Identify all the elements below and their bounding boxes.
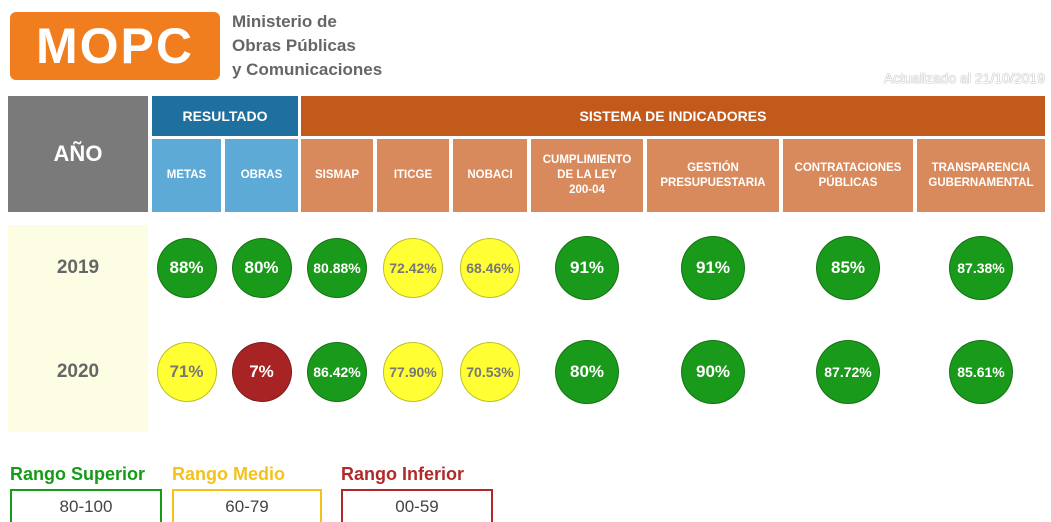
column-header-line: CONTRATACIONES — [794, 161, 902, 174]
column-header: NOBACI — [453, 139, 527, 212]
column-header: CUMPLIMIENTO DE LA LEY 200-04 — [531, 139, 643, 212]
legend-range: 60-79 — [172, 489, 322, 522]
ministry-line: Obras Públicas — [232, 36, 356, 55]
column-header-line: TRANSPARENCIA — [931, 161, 1031, 174]
column-header-line: GESTIÓN — [687, 161, 739, 174]
logo: MOPC — [10, 12, 220, 80]
legend-title: Rango Inferior — [341, 464, 465, 484]
score-circle: 91% — [555, 236, 619, 300]
column-header-line: 200-04 — [569, 184, 605, 196]
score-circle: 80% — [555, 340, 619, 404]
year: 2019 — [56, 257, 100, 278]
column-header-line: PÚBLICAS — [818, 176, 878, 189]
column-header: TRANSPARENCIA GUBERNAMENTAL — [917, 139, 1045, 212]
column-header-line: NOBACI — [467, 169, 513, 181]
group-header: RESULTADO — [152, 96, 298, 136]
legend-range: 80-100 — [10, 489, 162, 522]
column-header-line: ITICGE — [393, 169, 433, 181]
year: 2020 — [56, 361, 100, 382]
column-header-line: GUBERNAMENTAL — [928, 176, 1034, 189]
column-header: OBRAS — [225, 139, 298, 212]
year-header: AÑO — [8, 96, 148, 212]
score-circle: 77.90% — [383, 342, 443, 402]
score-circle: 90% — [681, 340, 745, 404]
column-header: ITICGE — [377, 139, 449, 212]
score-circle: 7% — [231, 342, 292, 402]
score-circle: 71% — [156, 342, 217, 402]
score-circle: 72.42% — [383, 238, 443, 298]
column-header: SISMAP — [301, 139, 373, 212]
score-circle: 87.72% — [816, 340, 880, 404]
ministry-line: y Comunicaciones — [232, 60, 383, 79]
score-circle: 87.38% — [949, 236, 1013, 300]
column-header-line: DE LA LEY — [557, 169, 617, 181]
ministry-line: Ministerio de — [232, 12, 337, 31]
score-circle: 85% — [816, 236, 880, 300]
legend-title: Rango Superior — [10, 464, 146, 484]
score-circle: 68.46% — [460, 238, 520, 298]
column-header: GESTIÓN PRESUPUESTARIA — [647, 139, 779, 212]
updated: Actualizado al 21/10/2019 — [883, 70, 1045, 86]
score-circle: 70.53% — [460, 342, 520, 402]
score-circle: 86.42% — [307, 342, 367, 402]
score-circle: 85.61% — [949, 340, 1013, 404]
column-header-line: SISMAP — [314, 169, 360, 181]
column-header-line: METAS — [166, 169, 207, 181]
score-circle: 88% — [156, 238, 217, 298]
column-header: METAS — [152, 139, 221, 212]
legend-title: Rango Medio — [172, 464, 285, 484]
legend-range: 00-59 — [341, 489, 493, 522]
column-header-line: OBRAS — [240, 169, 283, 181]
column-header: CONTRATACIONES PÚBLICAS — [783, 139, 913, 212]
year-column — [8, 225, 148, 432]
group-header: SISTEMA DE INDICADORES — [301, 96, 1045, 136]
column-header-line: CUMPLIMIENTO — [542, 154, 632, 166]
score-circle: 80% — [231, 238, 292, 298]
score-circle: 91% — [681, 236, 745, 300]
column-header-line: PRESUPUESTARIA — [660, 176, 766, 189]
ministry: Ministerio de Obras Públicas y Comunicac… — [232, 10, 382, 82]
score-circle: 80.88% — [307, 238, 367, 298]
